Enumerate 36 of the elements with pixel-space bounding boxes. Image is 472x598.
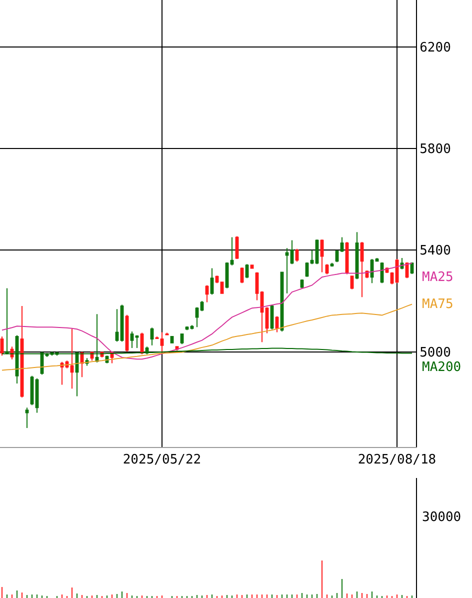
candlestick xyxy=(25,407,29,428)
y-tick-label: 5800 xyxy=(420,142,451,158)
candlestick xyxy=(20,306,24,398)
candlestick xyxy=(285,248,289,294)
y-tick-label: 5000 xyxy=(420,345,451,360)
candlestick xyxy=(70,328,74,390)
candlestick xyxy=(230,236,234,266)
candlestick xyxy=(95,314,99,362)
candlestick xyxy=(360,242,364,298)
x-tick-label: 2025/08/18 xyxy=(358,452,436,468)
candlestick xyxy=(255,272,259,301)
y-tick-label: 5400 xyxy=(420,244,451,259)
candlestick xyxy=(205,284,209,303)
candlestick xyxy=(340,236,344,252)
series-label: MA75 xyxy=(422,297,454,312)
candlestick xyxy=(310,250,314,265)
candlestick xyxy=(60,361,64,386)
series-label: MA25 xyxy=(422,270,454,285)
candlestick xyxy=(160,332,164,353)
text: 30000 xyxy=(422,510,462,525)
x-tick-label: 2025/05/22 xyxy=(122,452,202,468)
candlestick xyxy=(130,330,134,348)
candlestick xyxy=(115,308,119,342)
line-series xyxy=(2,304,412,371)
candlestick xyxy=(135,334,139,348)
candlestick xyxy=(260,290,264,343)
candlestick xyxy=(150,327,154,346)
candlestick xyxy=(320,239,324,273)
series-label: MA200 xyxy=(422,360,462,375)
candlestick xyxy=(195,306,199,328)
candlestick xyxy=(5,288,9,355)
line-series xyxy=(2,262,412,360)
candlestick xyxy=(290,240,294,265)
y-tick-label: 6200 xyxy=(420,40,451,56)
candlestick xyxy=(210,268,214,296)
candlestick xyxy=(75,351,79,397)
